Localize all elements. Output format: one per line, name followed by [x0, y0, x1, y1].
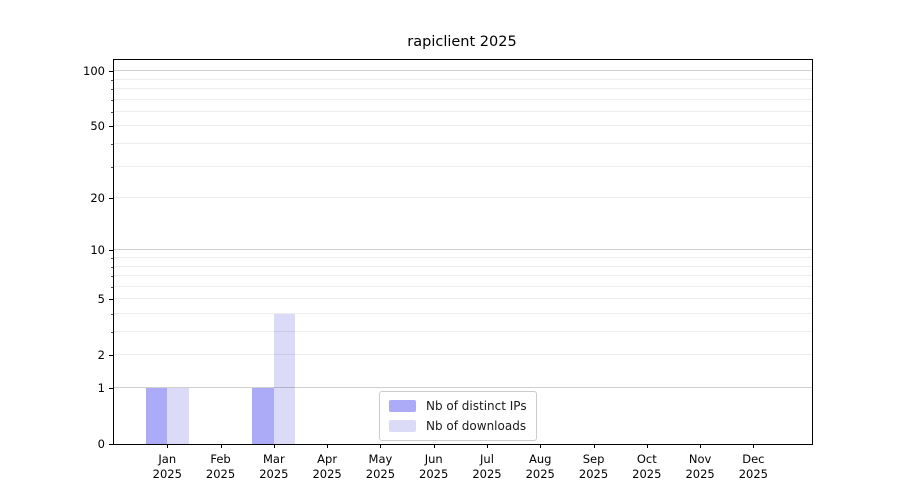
legend: Nb of distinct IPs Nb of downloads — [379, 391, 537, 441]
y-tick-100 — [109, 71, 113, 73]
y-tick-label-10: 10 — [90, 243, 105, 258]
y-tick-2 — [109, 355, 113, 357]
y-minor-tick-60 — [111, 111, 113, 113]
y-tick-label-50: 50 — [90, 119, 105, 134]
gridline-y-30 — [114, 165, 812, 167]
y-tick-5 — [109, 299, 113, 301]
chart-title: rapiclient 2025 — [407, 34, 517, 50]
y-minor-tick-7 — [111, 276, 113, 278]
gridline-y-5 — [114, 298, 812, 300]
bar-nb-of-downloads-mar-2025 — [273, 314, 296, 444]
y-minor-tick-8 — [111, 266, 113, 268]
gridline-y-3 — [114, 331, 812, 333]
y-minor-tick-9 — [111, 257, 113, 259]
gridline-y-1 — [114, 387, 812, 389]
y-tick-10 — [109, 250, 113, 252]
legend-swatch-downloads-icon — [389, 420, 416, 432]
gridline-y-40 — [114, 143, 812, 145]
x-tick-label-sep-2025: Sep 2025 — [578, 452, 609, 481]
gridline-y-90 — [114, 78, 812, 80]
x-tick-sep-2025 — [593, 444, 595, 448]
gridline-y-10 — [114, 249, 812, 251]
gridline-y-50 — [114, 125, 812, 127]
gridline-y-60 — [114, 110, 812, 112]
x-tick-jan-2025 — [167, 444, 169, 448]
legend-label-downloads: Nb of downloads — [426, 419, 527, 433]
x-tick-label-apr-2025: Apr 2025 — [312, 452, 342, 481]
plot-area: 0 1 2 5 10 20 50 100 Jan 2025 Feb 2025 Mar 2025 Apr 20… — [83, 59, 813, 481]
x-tick-label-feb-2025: Feb 2025 — [205, 452, 236, 481]
x-tick-label-jan-2025: Jan 2025 — [152, 452, 182, 481]
x-tick-mar-2025 — [273, 444, 275, 448]
y-tick-20 — [109, 198, 113, 200]
x-tick-dec-2025 — [753, 444, 755, 448]
x-tick-label-oct-2025: Oct 2025 — [632, 452, 662, 481]
bar-nb-of-distinct-ips-jan-2025 — [145, 388, 168, 444]
y-tick-50 — [109, 126, 113, 128]
x-tick-label-jun-2025: Jun 2025 — [419, 452, 449, 481]
x-tick-label-mar-2025: Mar 2025 — [259, 452, 289, 481]
gridline-y-80 — [114, 88, 812, 90]
x-tick-feb-2025 — [220, 444, 222, 448]
x-tick-jun-2025 — [433, 444, 435, 448]
x-tick-may-2025 — [380, 444, 382, 448]
legend-item-downloads: Nb of downloads — [389, 418, 527, 434]
x-tick-label-may-2025: May 2025 — [365, 452, 396, 481]
y-tick-label-20: 20 — [90, 191, 105, 206]
gridline-y-70 — [114, 98, 812, 100]
y-minor-tick-70 — [111, 99, 113, 101]
y-minor-tick-80 — [111, 89, 113, 90]
gridline-y-8 — [114, 265, 812, 267]
x-tick-label-aug-2025: Aug 2025 — [525, 452, 555, 481]
x-tick-label-jul-2025: Jul 2025 — [472, 452, 502, 481]
x-tick-jul-2025 — [486, 444, 488, 448]
y-minor-tick-90 — [111, 79, 113, 81]
y-tick-1 — [109, 388, 113, 389]
x-tick-label-nov-2025: Nov 2025 — [685, 452, 715, 481]
y-tick-0 — [109, 444, 113, 445]
y-tick-label-100: 100 — [83, 64, 105, 79]
gridline-y-2 — [114, 354, 812, 356]
y-minor-tick-40 — [111, 144, 113, 145]
x-tick-nov-2025 — [700, 444, 702, 448]
legend-item-distinct-ips: Nb of distinct IPs — [389, 398, 527, 414]
bar-nb-of-distinct-ips-mar-2025 — [252, 388, 274, 444]
legend-swatch-distinct-ips-icon — [389, 400, 416, 412]
y-minor-tick-30 — [111, 166, 113, 168]
bar-nb-of-downloads-jan-2025 — [167, 388, 189, 444]
x-tick-aug-2025 — [540, 444, 542, 448]
gridline-y-4 — [114, 313, 812, 314]
x-tick-oct-2025 — [646, 444, 648, 448]
y-minor-tick-3 — [111, 332, 113, 333]
y-tick-label-1: 1 — [97, 381, 105, 395]
gridline-y-9 — [114, 257, 812, 258]
gridline-y-6 — [114, 285, 812, 287]
y-minor-tick-6 — [111, 286, 113, 288]
y-tick-label-2: 2 — [97, 348, 105, 363]
gridline-y-20 — [114, 197, 812, 199]
gridline-y-7 — [114, 275, 812, 277]
gridline-y-100 — [114, 70, 812, 72]
y-tick-label-0: 0 — [97, 437, 105, 451]
y-minor-tick-4 — [111, 313, 113, 315]
x-tick-apr-2025 — [327, 444, 329, 448]
y-tick-label-5: 5 — [97, 292, 105, 307]
x-tick-label-dec-2025: Dec 2025 — [738, 452, 769, 481]
legend-label-distinct-ips: Nb of distinct IPs — [426, 399, 527, 413]
